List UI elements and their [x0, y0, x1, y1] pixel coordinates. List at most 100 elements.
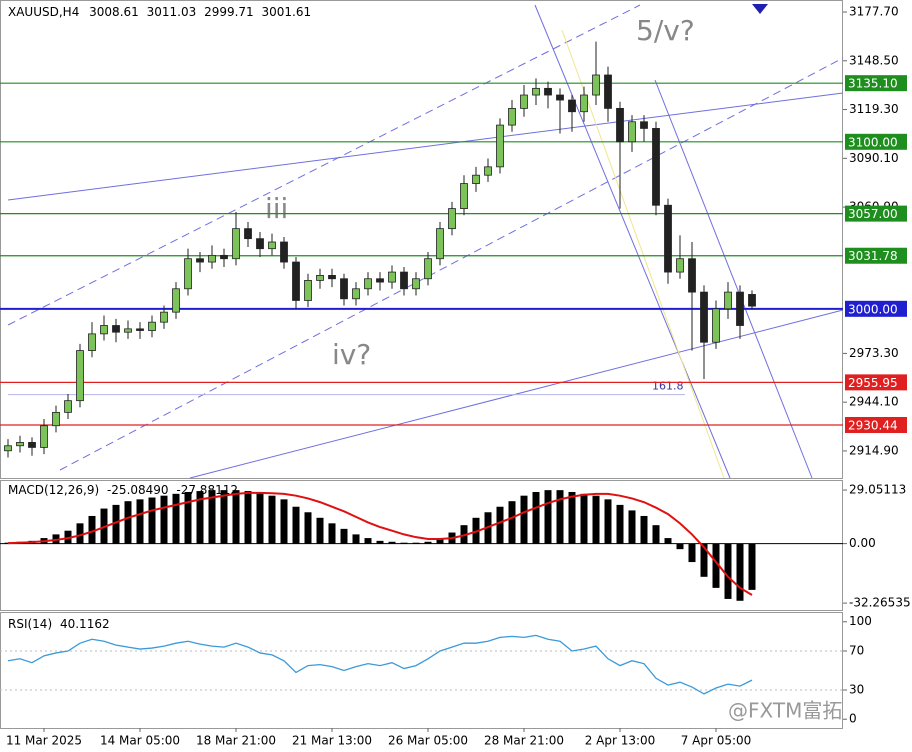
candle-body [676, 258, 684, 273]
candle-body [520, 94, 528, 109]
macd-bar [712, 543, 720, 588]
candle-body [256, 238, 264, 250]
macd-bar [736, 543, 744, 601]
macd-bar [616, 504, 624, 544]
candle-body [508, 107, 516, 126]
candle-body [592, 74, 600, 96]
candle-body [400, 271, 408, 290]
candle-body [328, 275, 336, 280]
level-label: 3031.78 [848, 249, 898, 263]
level-tag [845, 205, 907, 222]
macd-bar [436, 538, 444, 544]
y-tick-label: 30 [849, 682, 864, 696]
price-header: XAUUSD,H4 3008.61 3011.03 2999.71 3001.6… [8, 5, 311, 19]
macd-bar [4, 542, 12, 544]
y-tick-label: 29.05113 [849, 483, 906, 497]
level-label: 3000.00 [848, 302, 898, 316]
candle-body [628, 121, 636, 143]
x-tick-label: 28 Mar 21:00 [484, 734, 564, 748]
candle-body [136, 328, 144, 331]
candle-body [568, 99, 576, 113]
trend-lines [7, 4, 844, 479]
rsi-value: 40.1162 [60, 617, 110, 631]
candle-body [436, 228, 444, 260]
macd-bar [220, 490, 228, 544]
level-label: 3100.00 [848, 135, 898, 149]
x-tick-label: 2 Apr 13:00 [585, 734, 656, 748]
macd-bar [184, 491, 192, 544]
candle-body [340, 278, 348, 300]
candle-body [412, 278, 420, 290]
macd-bar [328, 523, 336, 544]
signal-line [7, 491, 753, 596]
candle-body [700, 291, 708, 343]
y-tick-label: 3119.30 [849, 102, 899, 116]
macd-bar [160, 495, 168, 544]
fib-label: 161.8 [652, 380, 684, 393]
candle-body [304, 280, 312, 301]
y-tick-label: 0.00 [849, 536, 876, 550]
candle-body [376, 278, 384, 283]
watermark: @FXTM富拓 [728, 699, 842, 723]
candle-body [664, 204, 672, 273]
rsi-title: RSI(14) [8, 617, 52, 631]
candle-body [244, 228, 252, 240]
macd-bar [112, 504, 120, 544]
high: 3011.03 [147, 5, 197, 19]
trend-line [7, 92, 844, 201]
candle-body [724, 291, 732, 310]
macd-bar [364, 538, 372, 544]
level-tag [845, 247, 907, 264]
candle-body [280, 241, 288, 263]
macd-bar [544, 490, 552, 544]
macd-bar [376, 540, 384, 544]
y-tick-label: 3177.70 [849, 5, 899, 19]
macd-bar [592, 495, 600, 544]
low: 2999.71 [204, 5, 254, 19]
candle-body [688, 258, 696, 293]
trend-line [189, 309, 844, 479]
level-label: 2930.44 [848, 418, 898, 432]
candle-body [424, 258, 432, 280]
y-tick-label: 70 [849, 643, 864, 657]
macd-bar [196, 491, 204, 544]
level-label: 2955.95 [848, 376, 898, 390]
candle-body [640, 121, 648, 129]
macd-bar [748, 543, 756, 590]
x-tick-label: 21 Mar 13:00 [292, 734, 372, 748]
y-tick-label: 2973.30 [849, 346, 899, 360]
candle-body [556, 94, 564, 101]
candle-body [484, 166, 492, 176]
candle-body [364, 278, 372, 290]
macd-bar [556, 490, 564, 544]
x-tick-label: 11 Mar 2025 [6, 734, 82, 748]
candle-body [112, 325, 120, 333]
candle-body [88, 333, 96, 351]
channel-line [654, 79, 813, 479]
macd-bar [304, 512, 312, 544]
candle-body [472, 174, 480, 184]
candle-body [604, 74, 612, 109]
price-panel [0, 0, 843, 479]
macd-bar [208, 490, 216, 544]
y-tick-label: 2944.10 [849, 395, 899, 409]
candle-body [268, 241, 276, 250]
open: 3008.61 [89, 5, 139, 19]
macd-bar [340, 528, 348, 544]
macd-bar [280, 499, 288, 544]
candle-body [76, 350, 84, 402]
level-label: 3057.00 [848, 207, 898, 221]
candle-body [172, 288, 180, 313]
candle-body [220, 254, 228, 260]
candle-body [4, 445, 12, 452]
candle-body [496, 124, 504, 168]
candle-body [532, 87, 540, 96]
macd-bar [76, 523, 84, 544]
candle-body [316, 275, 324, 281]
macd-bar [400, 542, 408, 544]
x-tick-label: 18 Mar 21:00 [196, 734, 276, 748]
macd-bar [88, 515, 96, 544]
candle-body [448, 208, 456, 230]
macd-bar [568, 491, 576, 544]
level-tag [845, 416, 907, 433]
